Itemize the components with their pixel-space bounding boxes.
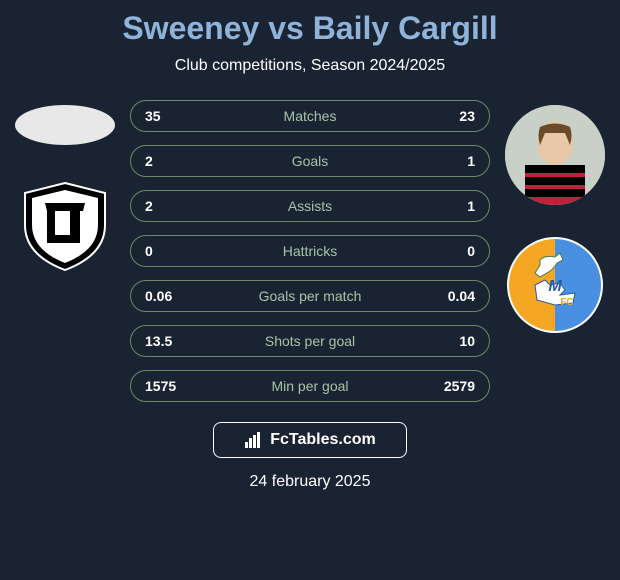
player-photo-left <box>15 105 115 145</box>
stat-row: 2 Goals 1 <box>130 145 490 177</box>
stat-value-left: 2 <box>145 198 195 214</box>
site-name: FcTables.com <box>270 431 376 449</box>
team-badge-left <box>15 175 115 275</box>
stat-value-right: 0.04 <box>425 288 475 304</box>
stat-value-right: 1 <box>425 153 475 169</box>
left-column <box>10 100 120 275</box>
club-crest-icon: M FC <box>505 235 605 335</box>
page-title: Sweeney vs Baily Cargill <box>122 10 497 47</box>
stat-value-right: 23 <box>425 108 475 124</box>
stats-table: 35 Matches 23 2 Goals 1 2 Assists 1 0 Ha… <box>130 100 490 402</box>
stat-row: 2 Assists 1 <box>130 190 490 222</box>
stat-value-left: 35 <box>145 108 195 124</box>
stat-label: Goals <box>292 153 329 169</box>
stat-row: 0 Hattricks 0 <box>130 235 490 267</box>
stat-label: Min per goal <box>271 378 348 394</box>
stat-row: 35 Matches 23 <box>130 100 490 132</box>
stat-label: Matches <box>284 108 337 124</box>
stat-row: 0.06 Goals per match 0.04 <box>130 280 490 312</box>
stat-value-left: 0 <box>145 243 195 259</box>
stat-value-right: 2579 <box>425 378 475 394</box>
stat-row: 1575 Min per goal 2579 <box>130 370 490 402</box>
right-column: M FC <box>500 100 610 335</box>
team-badge-right: M FC <box>505 235 605 335</box>
stat-value-right: 1 <box>425 198 475 214</box>
shield-badge-icon <box>15 175 115 275</box>
player-photo-right <box>505 105 605 205</box>
stat-value-right: 0 <box>425 243 475 259</box>
stat-label: Goals per match <box>259 288 362 304</box>
stat-value-left: 0.06 <box>145 288 195 304</box>
chart-icon <box>244 431 262 449</box>
stat-label: Assists <box>288 198 332 214</box>
page-subtitle: Club competitions, Season 2024/2025 <box>175 57 445 75</box>
footer-date: 24 february 2025 <box>250 473 371 491</box>
svg-text:FC: FC <box>560 297 573 308</box>
svg-text:M: M <box>548 278 562 295</box>
stat-value-left: 13.5 <box>145 333 195 349</box>
stat-value-right: 10 <box>425 333 475 349</box>
stat-label: Shots per goal <box>265 333 355 349</box>
stat-value-left: 1575 <box>145 378 195 394</box>
stat-label: Hattricks <box>283 243 337 259</box>
player-avatar-icon <box>505 105 605 205</box>
stat-row: 13.5 Shots per goal 10 <box>130 325 490 357</box>
site-logo: FcTables.com <box>213 422 407 458</box>
stat-value-left: 2 <box>145 153 195 169</box>
